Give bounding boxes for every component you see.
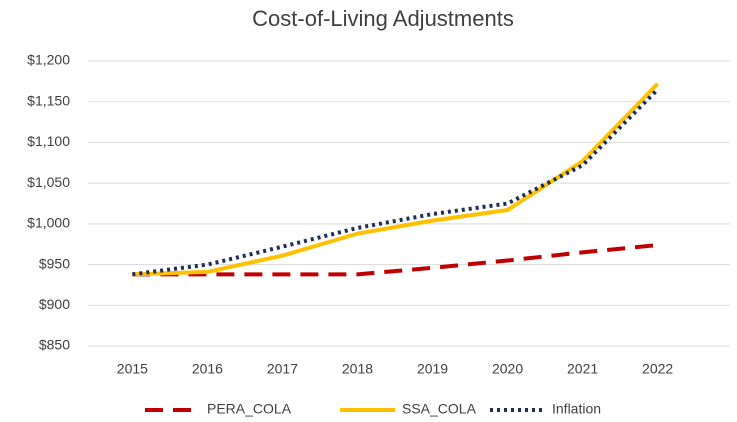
x-tick-label: 2016 [192,361,223,377]
legend-label: Inflation [552,401,601,417]
x-tick-label: 2019 [417,361,448,377]
legend-label: PERA_COLA [207,401,292,417]
x-tick-label: 2015 [117,361,148,377]
y-tick-label: $1,200 [27,52,70,68]
y-tick-label: $850 [39,337,70,353]
y-tick-label: $1,100 [27,133,70,149]
y-tick-label: $1,050 [27,174,70,190]
y-tick-label: $900 [39,296,70,312]
series-line [132,243,658,277]
x-tick-label: 2018 [342,361,373,377]
y-tick-label: $950 [39,255,70,271]
x-tick-label: 2020 [492,361,523,377]
x-tick-label: 2021 [567,361,598,377]
series-line [132,82,660,277]
x-tick-label: 2017 [267,361,298,377]
legend-label: SSA_COLA [402,401,477,417]
series-line [132,88,660,277]
chart-title: Cost-of-Living Adjustments [252,6,514,31]
y-tick-label: $1,150 [27,92,70,108]
y-tick-label: $1,000 [27,215,70,231]
x-tick-label: 2022 [642,361,673,377]
